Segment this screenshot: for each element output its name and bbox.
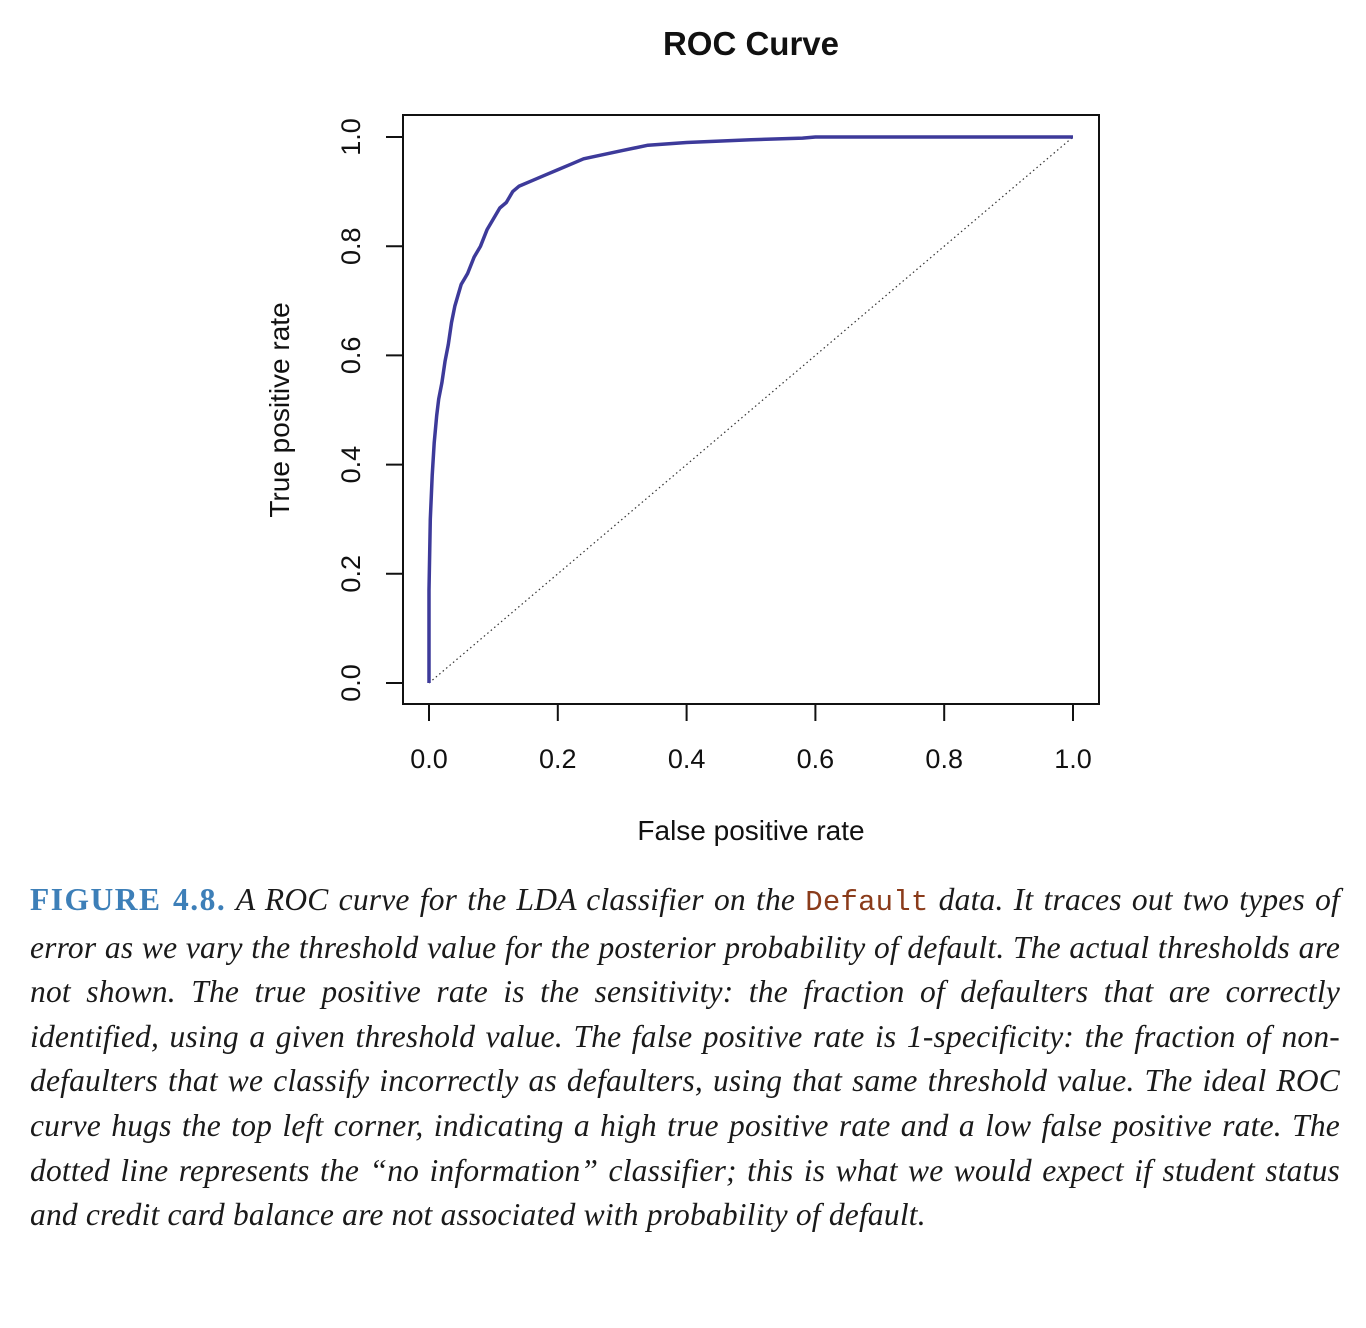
roc-curve-line xyxy=(427,135,1073,683)
y-tick-label: 0.4 xyxy=(336,446,366,484)
x-axis: 0.0 0.2 0.4 0.6 0.8 1.0 xyxy=(410,703,1092,774)
x-tick-label: 0.8 xyxy=(925,744,963,774)
figure-caption: FIGURE 4.8. A ROC curve for the LDA clas… xyxy=(30,878,1340,1238)
y-axis: 0.0 0.2 0.4 0.6 0.8 1.0 xyxy=(336,118,404,702)
figure-label: FIGURE 4.8. xyxy=(30,882,227,917)
dataset-name: Default xyxy=(805,886,929,919)
y-tick-label: 0.0 xyxy=(336,664,366,702)
y-tick-label: 0.6 xyxy=(336,337,366,375)
caption-text-after: data. It traces out two types of error a… xyxy=(30,882,1340,1233)
y-tick-label: 0.8 xyxy=(336,227,366,265)
y-tick-label: 0.2 xyxy=(336,555,366,593)
no-information-diagonal xyxy=(428,136,1074,684)
x-tick-label: 0.0 xyxy=(410,744,448,774)
y-axis-label: True positive rate xyxy=(264,302,295,517)
caption-text-before: A ROC curve for the LDA classifier on th… xyxy=(226,882,806,917)
x-axis-label: False positive rate xyxy=(637,815,864,846)
x-tick-label: 0.2 xyxy=(539,744,577,774)
roc-chart: ROC Curve 0.0 0.2 0.4 0.6 0.8 1.0 0.00.20.40.… xyxy=(264,25,1100,846)
x-tick-label: 1.0 xyxy=(1054,744,1092,774)
x-tick-label: 0.4 xyxy=(668,744,706,774)
y-tick-label: 1.0 xyxy=(336,118,366,156)
x-tick-label: 0.6 xyxy=(797,744,835,774)
chart-title: ROC Curve xyxy=(663,25,839,62)
